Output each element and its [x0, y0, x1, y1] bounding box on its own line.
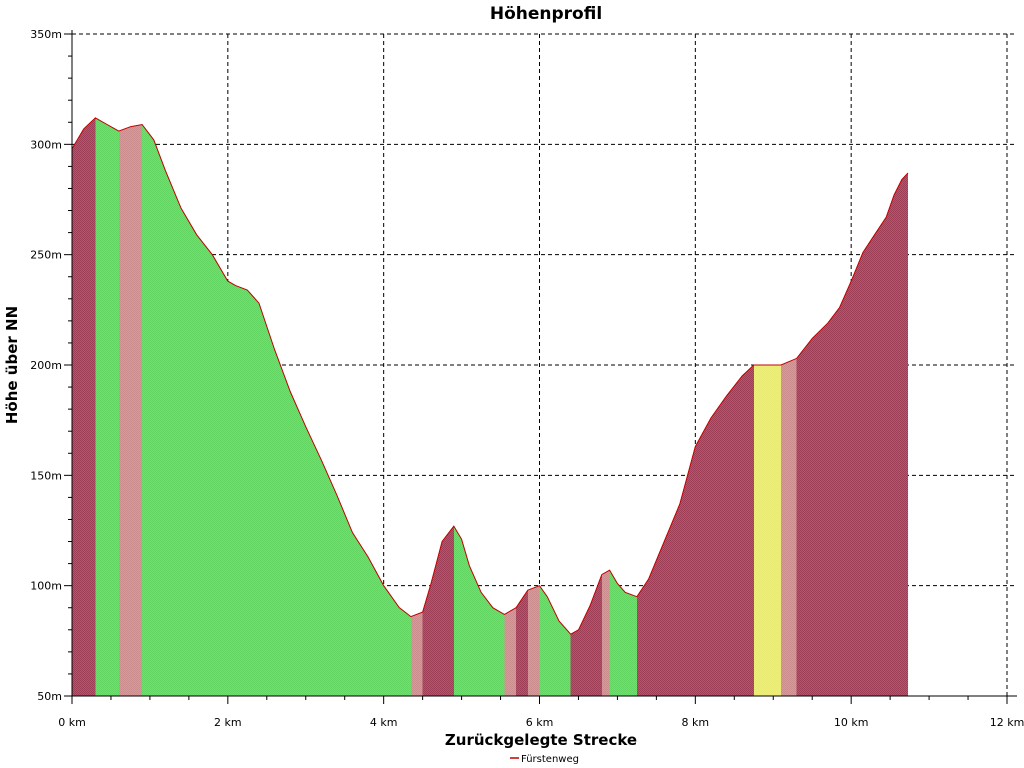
- elevation-texture: [72, 117, 909, 696]
- y-axis-ticks: 50m 100m 150m 200m 250m 300m 350m: [30, 28, 72, 703]
- chart-title: Höhenprofil: [490, 4, 602, 24]
- y-tick-label: 350m: [30, 28, 62, 41]
- y-axis-title: Höhe über NN: [3, 306, 21, 424]
- y-tick-label: 150m: [30, 469, 62, 482]
- x-tick-label: 12 km: [990, 716, 1024, 729]
- y-tick-label: 100m: [30, 580, 62, 593]
- x-tick-label: 2 km: [214, 716, 242, 729]
- x-tick-label: 6 km: [526, 716, 554, 729]
- y-tick-label: 200m: [30, 359, 62, 372]
- elevation-area: [71, 117, 909, 696]
- x-axis-ticks: 0 km 2 km 4 km 6 km 8 km 10 km 12 km: [58, 696, 1024, 729]
- series-line-fuerstenweg: [71, 117, 909, 635]
- x-tick-label: 8 km: [682, 716, 710, 729]
- y-tick-label: 300m: [30, 138, 62, 151]
- legend-label-fuerstenweg: Fürstenweg: [521, 754, 579, 765]
- x-tick-label: 0 km: [58, 716, 86, 729]
- x-tick-label: 4 km: [370, 716, 398, 729]
- legend: Fürstenweg: [510, 754, 579, 765]
- y-tick-label: 250m: [30, 249, 62, 262]
- axes: [66, 30, 1017, 702]
- y-tick-label: 50m: [37, 690, 62, 703]
- x-tick-label: 10 km: [834, 716, 869, 729]
- x-axis-title: Zurückgelegte Strecke: [445, 731, 637, 749]
